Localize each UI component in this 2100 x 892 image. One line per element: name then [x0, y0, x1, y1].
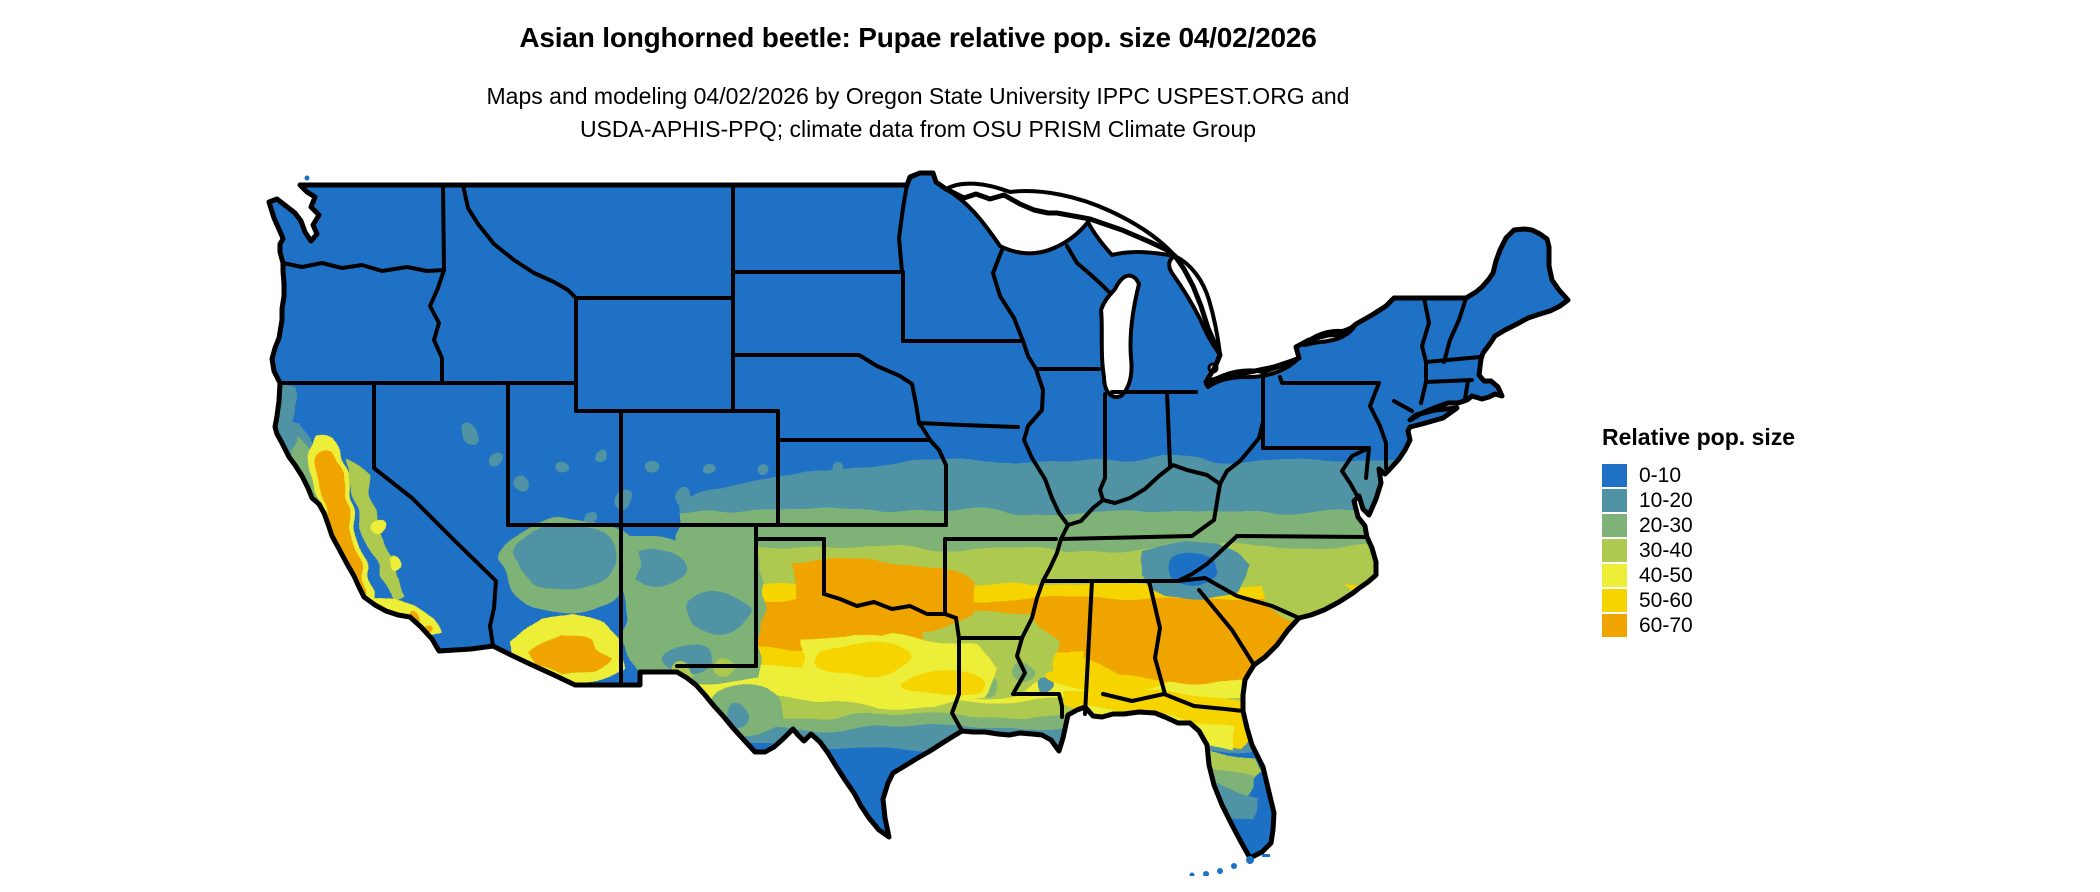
legend-swatch-60-70 — [1602, 614, 1627, 637]
legend-swatch-40-50 — [1602, 564, 1627, 587]
legend-swatch-20-30 — [1602, 514, 1627, 537]
map-fill-layers — [269, 173, 1568, 858]
page-title: Asian longhorned beetle: Pupae relative … — [519, 22, 1317, 53]
mountain-speckles — [459, 425, 908, 520]
map-legend: Relative pop. size 0-10 10-20 20-30 30-4… — [1602, 424, 1795, 639]
legend-item: 0-10 — [1602, 464, 1795, 487]
legend-label: 40-50 — [1639, 563, 1693, 587]
subtitle-line-2: USDA-APHIS-PPQ; climate data from OSU PR… — [579, 116, 1257, 142]
legend-swatch-50-60 — [1602, 589, 1627, 612]
subtitle-line-1: Maps and modeling 04/02/2026 by Oregon S… — [486, 83, 1350, 109]
lake-superior — [944, 181, 1177, 258]
legend-label: 10-20 — [1639, 488, 1693, 512]
offshore-dot — [304, 175, 310, 181]
legend-item: 30-40 — [1602, 539, 1795, 562]
legend-item: 40-50 — [1602, 564, 1795, 587]
page-subtitle: Maps and modeling 04/02/2026 by Oregon S… — [0, 80, 1836, 146]
legend-swatch-30-40 — [1602, 539, 1627, 562]
legend-label: 0-10 — [1639, 463, 1682, 487]
legend-label: 20-30 — [1639, 513, 1693, 537]
us-outline — [266, 170, 1571, 861]
legend-item: 50-60 — [1602, 589, 1795, 612]
florida-keys — [1189, 854, 1270, 876]
state-borders — [278, 183, 1482, 733]
legend-label: 30-40 — [1639, 538, 1693, 562]
legend-title: Relative pop. size — [1602, 424, 1796, 450]
legend-label: 50-60 — [1639, 588, 1693, 612]
legend-swatch-0-10 — [1602, 464, 1627, 487]
legend-item: 10-20 — [1602, 489, 1795, 512]
legend-label: 60-70 — [1639, 613, 1693, 637]
legend-item: 20-30 — [1602, 514, 1795, 537]
us-map — [266, 170, 1571, 876]
lake-michigan — [1099, 273, 1141, 399]
legend-item: 60-70 — [1602, 614, 1795, 637]
legend-swatch-10-20 — [1602, 489, 1627, 512]
